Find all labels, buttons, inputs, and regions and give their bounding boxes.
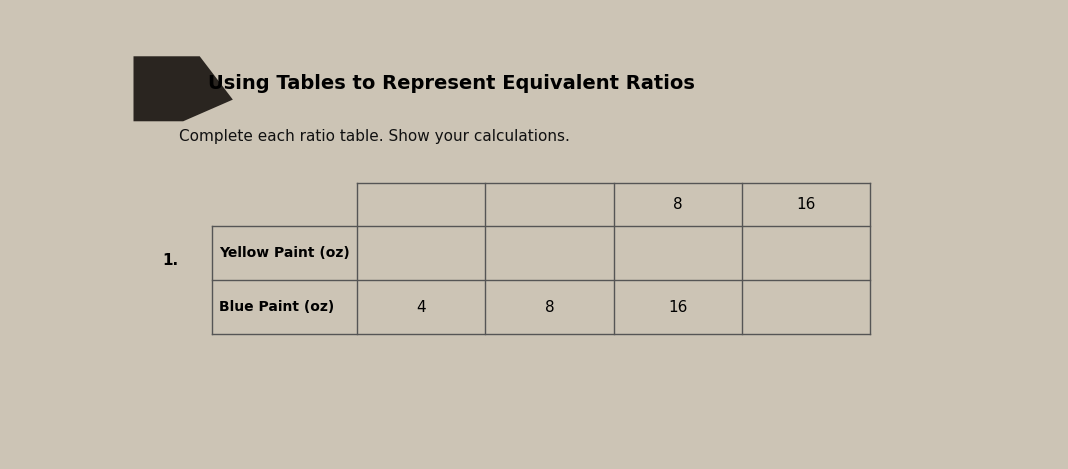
Text: 8: 8: [673, 197, 682, 212]
Text: 4: 4: [417, 300, 426, 315]
Text: Complete each ratio table. Show your calculations.: Complete each ratio table. Show your cal…: [179, 129, 570, 144]
Text: 1.: 1.: [162, 253, 178, 268]
Text: Yellow Paint (oz): Yellow Paint (oz): [219, 246, 349, 260]
Text: 8: 8: [545, 300, 554, 315]
Text: Using Tables to Represent Equivalent Ratios: Using Tables to Represent Equivalent Rat…: [208, 75, 695, 93]
Text: 16: 16: [668, 300, 688, 315]
Text: 16: 16: [797, 197, 816, 212]
Text: Blue Paint (oz): Blue Paint (oz): [219, 300, 334, 314]
Polygon shape: [134, 56, 233, 121]
